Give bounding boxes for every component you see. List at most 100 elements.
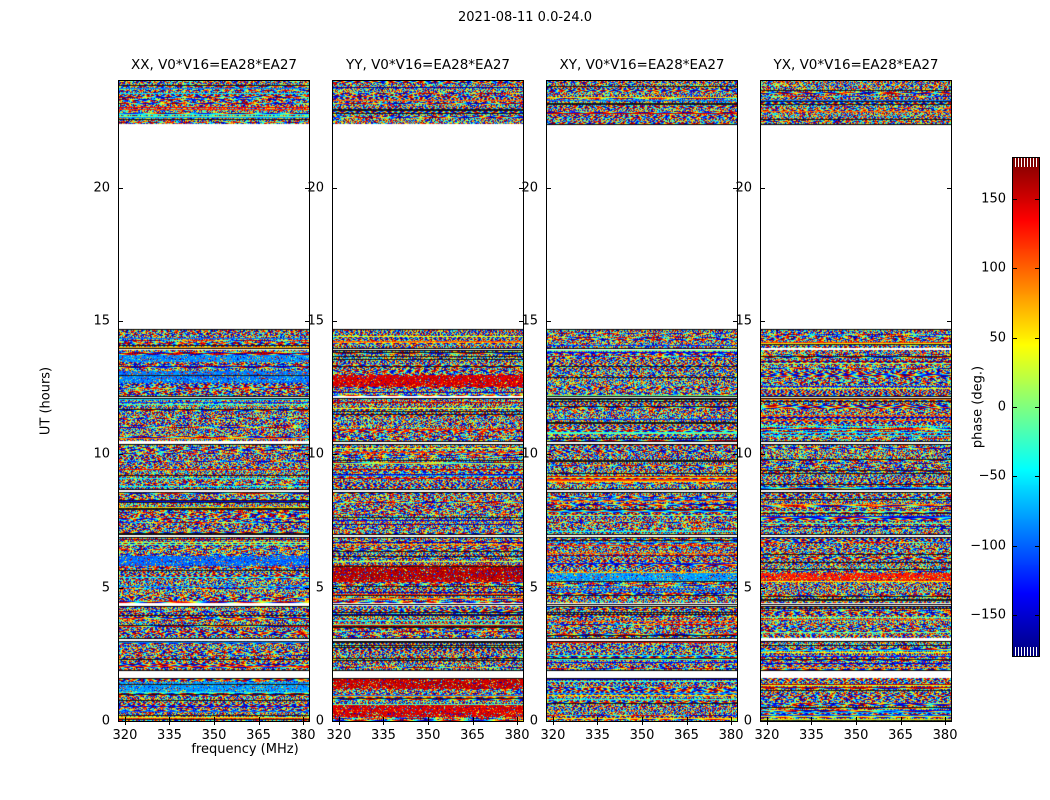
phase-heatmap-xy bbox=[547, 81, 737, 721]
plot-panel-yx[interactable]: YX, V0*V16=EA28*EA27 320 335 350 365 380 0 5 10 1… bbox=[735, 57, 957, 743]
plot-panel-yy[interactable]: YY, V0*V16=EA28*EA27 320 335 350 365 380 0 5 10 1… bbox=[307, 57, 529, 743]
panel-title-xy: XY, V0*V16=EA28*EA27 bbox=[559, 57, 725, 73]
y-tick-mark bbox=[333, 721, 337, 722]
y-tick-mark bbox=[333, 587, 337, 589]
colorbar-tick-label: 50 bbox=[989, 330, 1006, 346]
y-tick-label: 10 bbox=[93, 446, 110, 462]
x-tick-mark bbox=[214, 717, 215, 721]
y-tick-mark bbox=[547, 721, 551, 722]
y-axis-label: UT (hours) bbox=[38, 366, 54, 436]
x-tick-mark bbox=[856, 721, 857, 725]
x-tick-mark bbox=[258, 717, 260, 721]
y-tick-mark bbox=[733, 721, 737, 722]
y-tick-mark bbox=[733, 321, 737, 322]
colorbar-tick-mark bbox=[1012, 545, 1017, 547]
y-tick-mark bbox=[547, 587, 551, 589]
colorbar-tick-mark bbox=[1035, 407, 1040, 408]
y-tick-label: 20 bbox=[521, 180, 538, 196]
colorbar-tick-mark bbox=[1035, 545, 1040, 547]
phase-heatmap-xx bbox=[119, 81, 309, 721]
y-tick-label: 5 bbox=[743, 580, 752, 596]
y-tick-mark bbox=[305, 187, 309, 189]
x-tick-mark bbox=[945, 717, 947, 721]
x-tick-label: 380 bbox=[290, 728, 316, 743]
colorbar-tick-mark bbox=[1012, 198, 1017, 200]
y-tick-label: 15 bbox=[735, 313, 752, 329]
x-tick-mark bbox=[338, 721, 340, 725]
colorbar-tick-label: −150 bbox=[970, 607, 1006, 623]
colorbar-tick-label: 0 bbox=[997, 399, 1006, 415]
y-tick-mark bbox=[119, 321, 123, 322]
y-tick-label: 15 bbox=[521, 313, 538, 329]
colorbar-tick-mark bbox=[1012, 407, 1017, 408]
colorbar-label: phase (deg.) bbox=[970, 365, 986, 449]
x-tick-mark bbox=[642, 721, 643, 725]
x-tick-label: 320 bbox=[540, 728, 566, 743]
y-tick-label: 5 bbox=[315, 580, 324, 596]
x-tick-mark bbox=[383, 717, 385, 721]
y-tick-mark bbox=[119, 587, 123, 589]
phase-heatmap-yy bbox=[333, 81, 523, 721]
x-tick-mark bbox=[517, 717, 519, 721]
y-tick-label: 5 bbox=[529, 580, 538, 596]
y-tick-mark bbox=[119, 721, 123, 722]
y-tick-label: 10 bbox=[307, 446, 324, 462]
x-tick-label: 365 bbox=[246, 728, 271, 743]
colorbar-tick-mark bbox=[1035, 198, 1040, 200]
x-tick-mark bbox=[686, 721, 688, 725]
y-tick-mark bbox=[947, 721, 951, 722]
x-tick-label: 350 bbox=[201, 728, 227, 743]
y-tick-mark bbox=[305, 721, 309, 722]
plot-panel-xy[interactable]: XY, V0*V16=EA28*EA27 320 335 350 365 380 0 5 10 1… bbox=[521, 57, 743, 743]
colorbar-tick-mark bbox=[1012, 615, 1017, 617]
y-tick-mark bbox=[733, 587, 737, 589]
y-tick-label: 0 bbox=[101, 713, 110, 729]
y-tick-mark bbox=[119, 187, 123, 189]
colorbar-tick-label: −100 bbox=[970, 538, 1006, 554]
y-tick-mark bbox=[119, 454, 123, 456]
x-tick-label: 350 bbox=[629, 728, 655, 743]
x-tick-label: 350 bbox=[843, 728, 869, 743]
panel-title-yx: YX, V0*V16=EA28*EA27 bbox=[773, 57, 939, 73]
x-tick-label: 335 bbox=[585, 728, 610, 743]
figure-suptitle: 2021-08-11 0.0-24.0 bbox=[458, 10, 592, 25]
colorbar-tick-label: 100 bbox=[981, 260, 1006, 276]
panel-title-xx: XX, V0*V16=EA28*EA27 bbox=[130, 57, 298, 73]
x-tick-label: 320 bbox=[754, 728, 780, 743]
x-tick-mark bbox=[597, 717, 599, 721]
x-tick-mark bbox=[686, 717, 688, 721]
colorbar-tick-mark bbox=[1012, 268, 1017, 270]
x-tick-mark bbox=[258, 721, 260, 725]
x-tick-mark bbox=[900, 721, 902, 725]
x-axis-label: frequency (MHz) bbox=[0, 742, 1050, 757]
x-tick-mark bbox=[766, 717, 768, 721]
x-tick-mark bbox=[856, 717, 857, 721]
x-tick-label: 350 bbox=[415, 728, 441, 743]
x-tick-mark bbox=[472, 721, 474, 725]
x-tick-mark bbox=[811, 717, 813, 721]
y-tick-mark bbox=[305, 454, 309, 456]
colorbar-extend-bottom bbox=[1013, 647, 1039, 656]
x-tick-mark bbox=[214, 721, 215, 725]
x-tick-mark bbox=[124, 721, 126, 725]
colorbar-tick-mark bbox=[1035, 268, 1040, 270]
plot-panel-xx[interactable]: XX, V0*V16=EA28*EA27 320 335 350 365 380 0 5 10 1… bbox=[93, 57, 315, 743]
y-tick-mark bbox=[333, 321, 337, 322]
colorbar-tick-label: −50 bbox=[978, 468, 1006, 484]
y-tick-mark bbox=[761, 587, 765, 589]
y-tick-label: 10 bbox=[521, 446, 538, 462]
y-tick-label: 20 bbox=[307, 180, 324, 196]
colorbar-tick-mark bbox=[1035, 337, 1040, 339]
y-tick-mark bbox=[519, 187, 523, 189]
x-tick-mark bbox=[338, 717, 340, 721]
x-tick-label: 320 bbox=[326, 728, 352, 743]
x-tick-label: 365 bbox=[674, 728, 699, 743]
y-tick-mark bbox=[519, 321, 523, 322]
y-tick-label: 20 bbox=[93, 180, 110, 196]
colorbar-tick-label: 150 bbox=[981, 191, 1006, 207]
x-tick-mark bbox=[303, 717, 305, 721]
panel-title-yy: YY, V0*V16=EA28*EA27 bbox=[345, 57, 511, 73]
x-tick-label: 380 bbox=[504, 728, 530, 743]
phase-heatmap-yx bbox=[761, 81, 951, 721]
y-tick-mark bbox=[947, 187, 951, 189]
